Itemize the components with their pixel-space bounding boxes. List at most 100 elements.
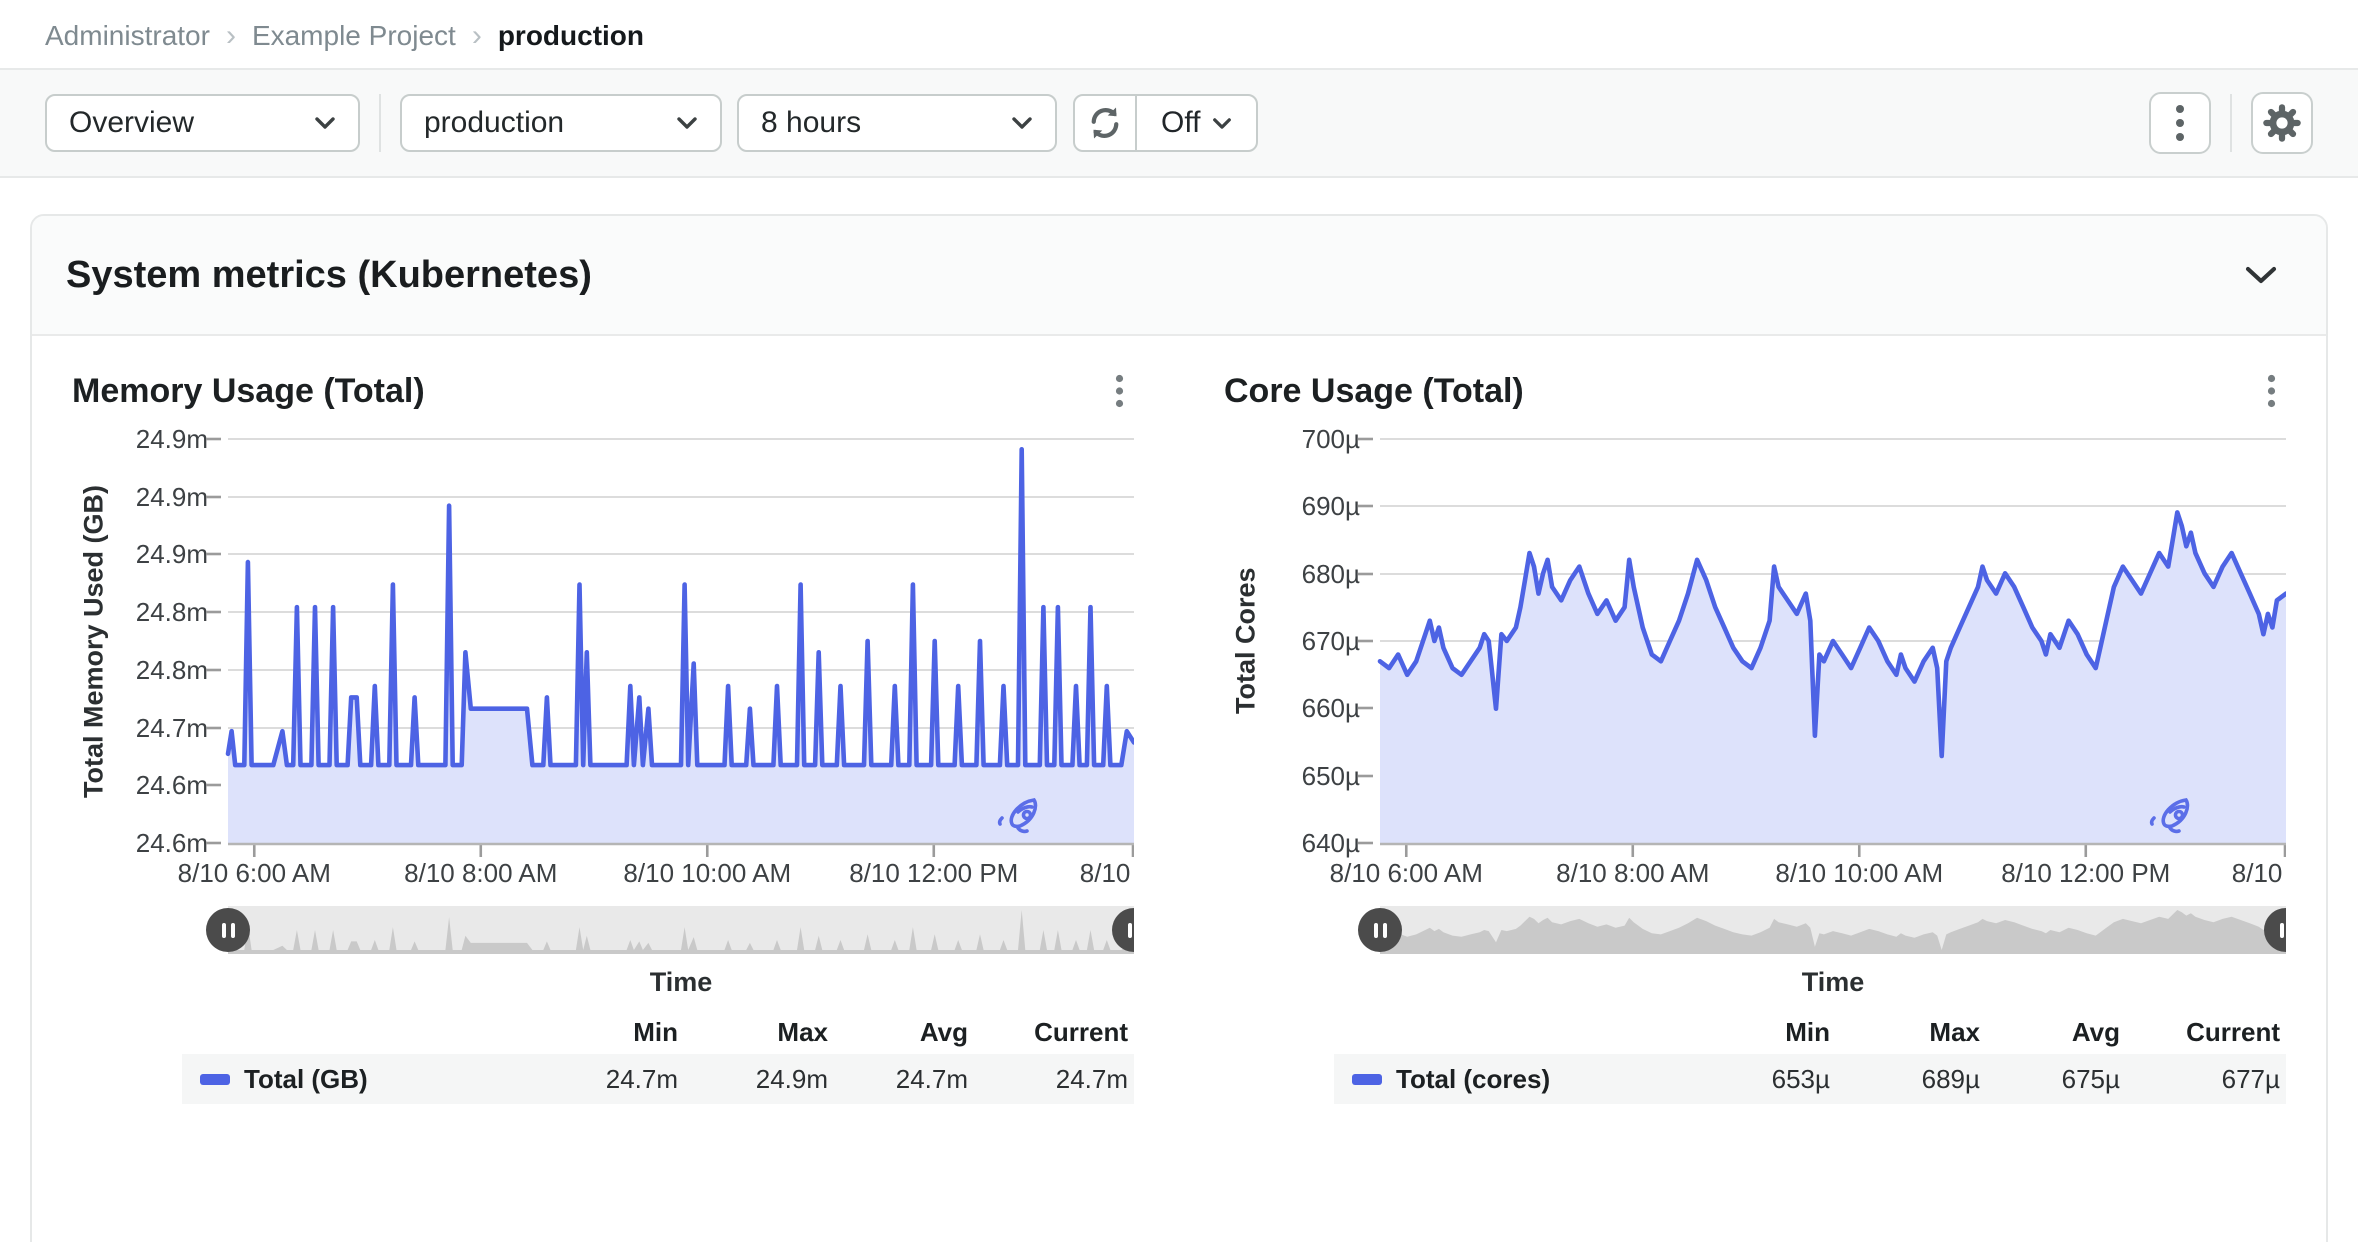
plot-area[interactable] <box>1358 437 2286 857</box>
memory-usage-chart-panel: Memory Usage (Total) Total Memory Used (… <box>72 366 1134 1104</box>
y-tick-label: 660µ <box>1301 693 1360 724</box>
system-metrics-card: System metrics (Kubernetes) Memory Usage… <box>30 214 2328 1242</box>
brush-handle-right[interactable] <box>1112 908 1134 952</box>
auto-refresh-control: Off <box>1073 94 1259 152</box>
chart-menu-button[interactable] <box>2257 366 2286 416</box>
time-brush <box>1358 900 2286 960</box>
stat-header-avg: Avg <box>2071 1017 2120 1047</box>
deployment-select-value: production <box>424 106 565 139</box>
breadcrumb: Administrator › Example Project › produc… <box>0 0 2358 68</box>
y-tick-label: 690µ <box>1301 491 1360 522</box>
x-tick-label: 8/10 6:00 AM <box>1329 858 1483 888</box>
brush-track[interactable] <box>228 906 1134 954</box>
toolbar-divider <box>2230 94 2232 152</box>
x-tick-label: 8/10 1:46 <box>1079 858 1134 888</box>
y-axis-title: Total Memory Used (GB) <box>78 484 109 798</box>
stat-header-min: Min <box>1785 1017 1830 1047</box>
kebab-menu-icon <box>1115 374 1124 408</box>
section-title: System metrics (Kubernetes) <box>66 253 592 296</box>
series-avg: 675µ <box>2061 1063 2120 1094</box>
chevron-down-icon <box>315 117 335 129</box>
series-min: 24.7m <box>605 1063 678 1094</box>
toolbar: Overview production 8 hours Off <box>0 68 2358 178</box>
legend-series-row[interactable]: Total (GB) 24.7m 24.9m 24.7m 24.7m <box>182 1054 1134 1104</box>
kebab-menu-icon <box>2176 105 2184 141</box>
gear-icon <box>2263 104 2301 142</box>
breadcrumb-project[interactable]: Example Project <box>251 20 456 51</box>
chevron-down-icon <box>677 117 697 129</box>
y-axis-labels: 700µ 690µ 680µ 670µ 660µ 650µ 640µ <box>1268 424 1380 858</box>
rocket-doodle-icon <box>2150 798 2190 834</box>
series-max: 689µ <box>1921 1063 1980 1094</box>
brush-handle-left[interactable] <box>1358 908 1402 952</box>
rocket-doodle-icon <box>998 798 1038 834</box>
y-tick-label: 24.8m <box>135 654 208 685</box>
breadcrumb-current-deployment: production <box>497 20 645 51</box>
legend-series-row[interactable]: Total (cores) 653µ 689µ 675µ 677µ <box>1334 1054 2286 1104</box>
chevron-down-icon <box>2245 266 2277 284</box>
x-tick-label: 8/10 12:00 PM <box>2001 858 2171 888</box>
brush-handle-left[interactable] <box>206 908 250 952</box>
kebab-menu-icon <box>2267 374 2276 408</box>
x-axis-labels: 8/10 6:00 AM 8/10 8:00 AM 8/10 10:00 AM 8/1… <box>178 850 1134 896</box>
time-range-select-value: 8 hours <box>761 106 862 139</box>
brush-track[interactable] <box>1380 906 2286 954</box>
settings-button[interactable] <box>2251 92 2313 154</box>
breadcrumb-separator-icon: › <box>225 19 236 52</box>
collapse-section-button[interactable] <box>2234 255 2288 295</box>
auto-refresh-value: Off <box>1161 106 1201 139</box>
x-axis-labels: 8/10 6:00 AM 8/10 8:00 AM 8/10 10:00 AM 8/1… <box>1330 850 2286 896</box>
view-select[interactable]: Overview <box>45 94 360 152</box>
stat-header-avg: Avg <box>919 1017 968 1047</box>
chart-menu-button[interactable] <box>1105 366 1134 416</box>
time-range-select[interactable]: 8 hours <box>737 94 1057 152</box>
x-tick-label: 8/10 10:00 AM <box>1775 858 1944 888</box>
series-min: 653µ <box>1771 1063 1830 1094</box>
series-color-swatch <box>1352 1073 1382 1085</box>
series-name: Total (cores) <box>1396 1063 1551 1094</box>
series-avg: 24.7m <box>895 1063 968 1094</box>
stat-header-max: Max <box>777 1017 828 1047</box>
breadcrumb-separator-icon: › <box>471 19 482 52</box>
y-tick-label: 680µ <box>1301 558 1360 589</box>
breadcrumb-org[interactable]: Administrator <box>45 20 210 51</box>
stat-header-current: Current <box>2186 1017 2280 1047</box>
refresh-button[interactable] <box>1075 96 1137 150</box>
y-tick-label: 24.8m <box>135 597 208 628</box>
series-max: 24.9m <box>755 1063 828 1094</box>
chart-title: Memory Usage (Total) <box>72 372 425 410</box>
section-header[interactable]: System metrics (Kubernetes) <box>32 216 2326 336</box>
plot-area[interactable] <box>206 437 1134 857</box>
stat-header-min: Min <box>633 1017 678 1047</box>
chart-legend: Min Max Avg Current Total (cores) 653µ 6… <box>1334 1010 2286 1104</box>
y-tick-label: 24.6m <box>135 828 208 858</box>
y-tick-label: 24.7m <box>135 712 208 743</box>
y-tick-label: 24.6m <box>135 770 208 801</box>
chevron-down-icon <box>1012 117 1032 129</box>
series-current: 24.7m <box>1055 1063 1128 1094</box>
auto-refresh-interval-button[interactable]: Off <box>1137 96 1256 150</box>
chevron-down-icon <box>1213 117 1232 129</box>
stat-header-max: Max <box>1929 1017 1980 1047</box>
x-axis-title: Time <box>1801 967 1865 997</box>
y-tick-label: 24.9m <box>135 481 208 512</box>
time-brush <box>206 900 1134 960</box>
y-tick-label: 24.9m <box>135 539 208 570</box>
x-tick-label: 8/10 10:00 AM <box>623 858 792 888</box>
x-tick-label: 8/10 8:00 AM <box>1556 858 1710 888</box>
x-tick-label: 8/10 1:46 <box>2231 858 2286 888</box>
core-usage-chart-panel: Core Usage (Total) Total Cores 700µ 690µ 6… <box>1224 366 2286 1104</box>
y-tick-label: 670µ <box>1301 626 1360 656</box>
y-tick-label: 650µ <box>1301 760 1360 791</box>
chart-legend: Min Max Avg Current Total (GB) 24.7m 24.… <box>182 1010 1134 1104</box>
deployment-select[interactable]: production <box>400 94 722 152</box>
dashboard-menu-button[interactable] <box>2149 92 2211 154</box>
x-tick-label: 8/10 8:00 AM <box>404 858 558 888</box>
refresh-icon <box>1091 107 1119 139</box>
y-axis-title: Total Cores <box>1230 567 1261 715</box>
toolbar-divider <box>379 94 381 152</box>
x-tick-label: 8/10 6:00 AM <box>177 858 331 888</box>
series-current: 677µ <box>2221 1063 2280 1094</box>
series-name: Total (GB) <box>244 1063 368 1094</box>
brush-handle-right[interactable] <box>2264 908 2286 952</box>
